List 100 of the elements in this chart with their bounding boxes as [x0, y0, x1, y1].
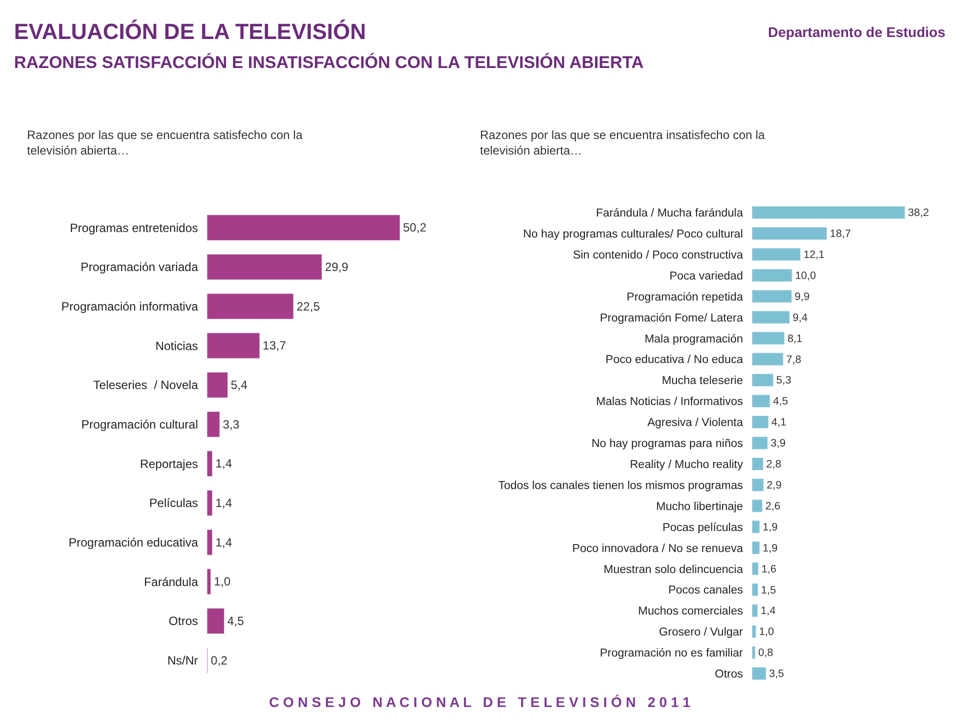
- data-label: 0,2: [210, 653, 228, 668]
- data-label: 50,2: [403, 220, 427, 235]
- bar: [752, 436, 768, 450]
- y-tick-label: Farándula: [144, 574, 198, 589]
- y-tick-label: Grosero / Vulgar: [659, 626, 744, 639]
- y-tick-label: Farándula / Mucha farándula: [596, 208, 744, 220]
- y-tick-label: Mucho libertinaje: [656, 500, 743, 513]
- bar: [752, 457, 764, 470]
- data-label: 9,9: [794, 290, 810, 303]
- y-tick-label: Muestran solo delincuencia: [604, 564, 744, 576]
- y-tick-label: Programación educativa: [68, 536, 198, 550]
- data-label: 3,3: [222, 417, 240, 432]
- bar: [752, 625, 756, 638]
- y-tick-label: Pocas películas: [662, 522, 744, 534]
- data-label: 7,8: [786, 354, 802, 366]
- data-label: 1,6: [761, 563, 776, 576]
- y-tick-label: Mala programación: [644, 333, 743, 346]
- bar: [752, 374, 774, 387]
- y-tick-label: Poco educativa / No educa: [606, 354, 744, 366]
- bar: [752, 646, 756, 660]
- bar: [207, 450, 213, 477]
- data-label: 2,6: [765, 500, 780, 512]
- data-label: 12,1: [803, 248, 824, 261]
- bar: [752, 290, 792, 303]
- y-tick-label: Malas Noticias / Informativos: [596, 396, 744, 408]
- y-tick-label: Programación variada: [80, 260, 198, 274]
- y-tick-label: Agresiva / Violenta: [647, 417, 744, 430]
- y-tick-label: Muchos comerciales: [638, 606, 744, 618]
- data-label: 5,4: [230, 378, 248, 392]
- data-label: 1,4: [760, 605, 776, 618]
- y-tick-label: No hay programas para niños: [592, 438, 744, 450]
- data-label: 4,1: [771, 416, 786, 429]
- data-label: 13,7: [262, 338, 286, 353]
- bar: [752, 248, 801, 261]
- bar: [207, 529, 213, 556]
- bar: [752, 499, 763, 512]
- data-label: 4,5: [227, 614, 244, 628]
- bar: [752, 416, 769, 429]
- bar: [752, 332, 785, 345]
- y-tick-label: Teleseries / Novela: [93, 378, 198, 392]
- bar: [752, 394, 770, 408]
- data-label: 2,8: [766, 458, 782, 471]
- bar: [752, 604, 758, 618]
- bar: [207, 490, 213, 516]
- data-label: 1,0: [214, 574, 231, 589]
- data-label: 1,4: [215, 535, 232, 550]
- data-label: 3,5: [769, 668, 784, 680]
- y-tick-label: Poco innovadora / No se renueva: [572, 542, 744, 555]
- y-tick-label: No hay programas culturales/ Poco cultural: [523, 228, 743, 240]
- chart-title: Razones por las que se encuentra satisfecho con la televisión abierta…: [27, 128, 303, 158]
- bar: [207, 293, 294, 320]
- data-label: 1,4: [215, 456, 232, 471]
- bar: [207, 372, 228, 398]
- bar: [207, 254, 322, 280]
- data-label: 4,5: [773, 396, 788, 408]
- y-tick-label: Mucha teleserie: [662, 375, 743, 388]
- bar: [752, 206, 905, 220]
- text: C O N S E J O N A C I O N A L D E T E L E V I S I Ó N 2 0 1 1: [269, 694, 691, 710]
- bar: [207, 214, 400, 241]
- data-label: 29,9: [324, 260, 349, 274]
- bar: [752, 583, 758, 596]
- bar: [752, 268, 792, 282]
- data-label: 1,9: [762, 521, 778, 534]
- bar: [752, 352, 784, 366]
- y-tick-label: Otros: [714, 668, 744, 681]
- data-label: 1,5: [761, 584, 776, 596]
- data-label: 0,8: [758, 647, 774, 660]
- data-label: 22,5: [296, 299, 320, 314]
- bar: [207, 332, 260, 359]
- bar: [207, 608, 225, 634]
- bar: [752, 226, 828, 240]
- bar: [752, 310, 790, 324]
- data-label: 1,0: [759, 626, 774, 638]
- y-tick-label: Otros: [168, 614, 198, 628]
- y-tick-label: Reportajes: [140, 456, 198, 471]
- text: EVALUACIÓN DE LA TELEVISIÓN: [14, 19, 366, 44]
- bar: [752, 520, 760, 534]
- data-label: 1,4: [215, 496, 232, 510]
- bar: [752, 562, 759, 576]
- y-tick-label: Programación Fome/ Latera: [600, 312, 744, 324]
- data-label: 38,2: [908, 207, 929, 220]
- data-label: 10,0: [795, 270, 816, 282]
- y-tick-label: Programación informativa: [61, 300, 198, 314]
- bar: [752, 478, 764, 492]
- data-label: 8,1: [787, 332, 802, 345]
- data-label: 2,9: [766, 480, 782, 492]
- data-label: 9,4: [792, 312, 808, 324]
- bar: [207, 568, 212, 595]
- bar: [752, 541, 760, 554]
- y-tick-label: Programación cultural: [81, 418, 198, 432]
- text: RAZONES SATISFACCIÓN E INSATISFACCIÓN CON LA TELEVISIÓN ABIERTA: [14, 52, 644, 72]
- data-label: 5,3: [776, 374, 792, 387]
- y-tick-label: Todos los canales tienen los mismos programas: [498, 480, 744, 492]
- y-tick-label: Reality / Mucho reality: [630, 458, 744, 471]
- data-label: 1,9: [762, 542, 778, 554]
- y-tick-label: Ns/Nr: [167, 654, 198, 668]
- y-tick-label: Programación no es familiar: [600, 648, 744, 660]
- y-tick-label: Programas entretenidos: [70, 220, 198, 235]
- y-tick-label: Noticias: [155, 338, 198, 353]
- y-tick-label: Pocos canales: [668, 584, 744, 597]
